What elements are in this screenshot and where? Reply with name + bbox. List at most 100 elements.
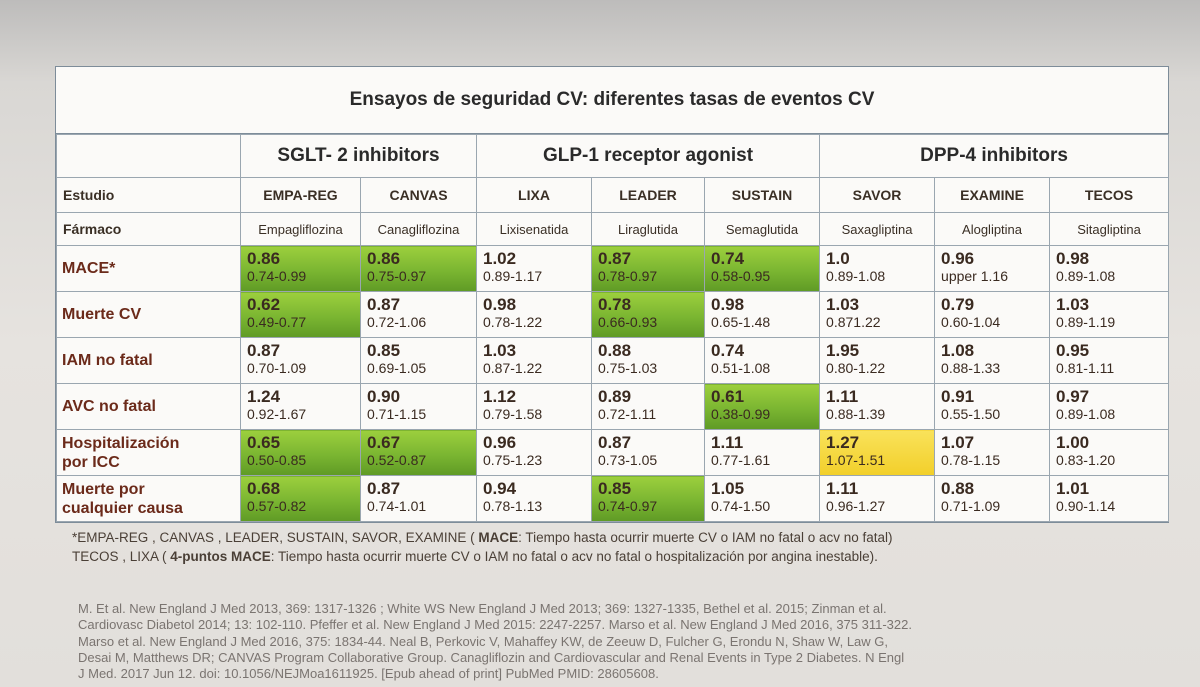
confidence-interval: 0.58-0.95 xyxy=(711,268,771,284)
reference-line: M. Et al. New England J Med 2013, 369: 1… xyxy=(78,601,887,616)
result-cell: 1.11 0.77-1.61 xyxy=(703,429,821,476)
group-sglt2: SGLT- 2 inhibitors xyxy=(240,134,477,178)
outcome-label-line: Muerte por xyxy=(62,480,145,498)
hazard-ratio: 0.87 xyxy=(367,479,401,498)
group-header-blank xyxy=(56,134,241,178)
hazard-ratio: 0.87 xyxy=(598,249,632,268)
hazard-ratio: 0.87 xyxy=(598,433,632,452)
result-cell: 1.01 0.90-1.14 xyxy=(1049,475,1170,522)
confidence-interval: 0.92-1.67 xyxy=(247,406,307,422)
result-cell: 1.02 0.89-1.17 xyxy=(476,245,592,292)
hazard-ratio: 1.11 xyxy=(826,479,859,498)
confidence-interval: 0.89-1.19 xyxy=(1056,314,1116,330)
result-cell: 0.98 0.89-1.08 xyxy=(1049,245,1170,292)
hazard-ratio: 0.65 xyxy=(247,433,281,452)
hazard-ratio: 0.97 xyxy=(1056,387,1090,406)
confidence-interval: 0.74-0.99 xyxy=(247,268,307,284)
outcome-label-line: Hospitalización xyxy=(62,434,180,452)
farmaco-label: Fármaco xyxy=(56,212,241,246)
hazard-ratio: 0.85 xyxy=(367,341,401,360)
hazard-ratio: 1.95 xyxy=(826,341,860,360)
result-cell: 0.74 0.58-0.95 xyxy=(703,245,821,292)
result-cell: 0.96 0.75-1.23 xyxy=(476,429,592,476)
confidence-interval: 0.70-1.09 xyxy=(247,360,307,376)
confidence-interval: 0.50-0.85 xyxy=(247,452,307,468)
cv-trials-table: Ensayos de seguridad CV: diferentes tasa… xyxy=(55,66,1170,523)
hazard-ratio: 1.02 xyxy=(483,249,517,268)
confidence-interval: 0.96-1.27 xyxy=(826,498,886,514)
reference-line: Cardiovasc Diabetol 2014; 13: 102-110. P… xyxy=(78,617,912,633)
drug-row: Fármaco Empagliflozina Canagliflozina Lixi… xyxy=(56,212,1170,246)
hazard-ratio: 0.98 xyxy=(711,295,745,314)
confidence-interval: 0.90-1.14 xyxy=(1056,498,1116,514)
reference-line: Desai M, Matthews DR; CANVAS Program Col… xyxy=(78,649,905,665)
result-cell: 0.87 0.78-0.97 xyxy=(591,245,705,292)
hazard-ratio: 0.74 xyxy=(711,341,745,360)
hazard-ratio: 0.88 xyxy=(941,479,975,498)
result-cell: 1.03 0.871.22 xyxy=(819,291,936,338)
references: M. Et al. New England J Med 2013, 369: 1… xyxy=(78,601,1158,682)
result-cell: 1.05 0.74-1.50 xyxy=(703,475,821,522)
result-cell: 1.08 0.88-1.33 xyxy=(934,337,1051,384)
result-cell: 0.87 0.70-1.09 xyxy=(240,337,361,384)
estudio-label: Estudio xyxy=(56,177,241,213)
confidence-interval: 0.74-1.50 xyxy=(711,498,771,514)
confidence-interval: 0.78-1.15 xyxy=(941,452,1001,468)
study-header-leader: LEADER xyxy=(591,177,705,213)
outcome-label-line: por ICC xyxy=(62,453,120,471)
hazard-ratio: 0.96 xyxy=(483,433,517,452)
confidence-interval: 0.75-1.03 xyxy=(598,360,658,376)
confidence-interval: 0.55-1.50 xyxy=(941,406,1001,422)
hazard-ratio: 1.11 xyxy=(711,433,744,452)
confidence-interval: 0.88-1.33 xyxy=(941,360,1001,376)
reference-line: Marso et al. New England J Med 2016, 375… xyxy=(78,633,889,649)
result-cell: 0.67 0.52-0.87 xyxy=(360,429,477,476)
hazard-ratio: 1.01 xyxy=(1056,479,1090,498)
result-cell: 1.95 0.80-1.22 xyxy=(819,337,936,384)
study-header-examine: EXAMINE xyxy=(934,177,1051,213)
confidence-interval: 0.71-1.09 xyxy=(941,498,1001,514)
hazard-ratio: 1.24 xyxy=(247,387,281,406)
confidence-interval: 0.72-1.11 xyxy=(598,406,657,422)
result-cell: 0.96 upper 1.16 xyxy=(934,245,1051,292)
hazard-ratio: 0.61 xyxy=(711,387,745,406)
confidence-interval: 0.73-1.05 xyxy=(598,452,658,468)
confidence-interval: 0.75-0.97 xyxy=(367,268,427,284)
result-cell: 1.11 0.96-1.27 xyxy=(819,475,936,522)
outcome-label-line: cualquier causa xyxy=(62,499,183,517)
hazard-ratio: 0.91 xyxy=(941,387,975,406)
result-cell: 1.24 0.92-1.67 xyxy=(240,383,361,430)
hazard-ratio: 0.96 xyxy=(941,249,975,268)
confidence-interval: 0.83-1.20 xyxy=(1056,452,1116,468)
hazard-ratio: 0.86 xyxy=(247,249,281,268)
result-cell: 0.87 0.72-1.06 xyxy=(360,291,477,338)
hazard-ratio: 1.27 xyxy=(826,433,860,452)
study-header-tecos: TECOS xyxy=(1049,177,1170,213)
study-header-sustain: SUSTAIN xyxy=(703,177,821,213)
hazard-ratio: 0.68 xyxy=(247,479,281,498)
result-cell: 0.89 0.72-1.11 xyxy=(591,383,705,430)
drug-empagliflozina: Empagliflozina xyxy=(240,212,361,246)
result-cell: 0.85 0.74-0.97 xyxy=(591,475,705,522)
confidence-interval: 0.49-0.77 xyxy=(247,314,307,330)
outcome-label-line: Muerte CV xyxy=(62,306,142,323)
outcome-label: IAM no fatal xyxy=(56,337,241,384)
drug-lixisenatida: Lixisenatida xyxy=(476,212,592,246)
hazard-ratio: 0.62 xyxy=(247,295,281,314)
result-cell: 1.03 0.87-1.22 xyxy=(476,337,592,384)
result-cell: 0.61 0.38-0.99 xyxy=(703,383,821,430)
result-cell: 0.78 0.66-0.93 xyxy=(591,291,705,338)
result-cell: 1.07 0.78-1.15 xyxy=(934,429,1051,476)
confidence-interval: 0.77-1.61 xyxy=(711,452,771,468)
outcome-row: Hospitalización por ICC 0.65 0.50-0.85 0.67 0… xyxy=(56,429,1170,476)
hazard-ratio: 1.11 xyxy=(826,387,859,406)
confidence-interval: 0.89-1.08 xyxy=(1056,406,1116,422)
outcome-label-line: IAM no fatal xyxy=(62,352,153,369)
hazard-ratio: 0.89 xyxy=(598,387,632,406)
hazard-ratio: 1.00 xyxy=(1056,433,1090,452)
study-header-lixa: LIXA xyxy=(476,177,592,213)
confidence-interval: 0.871.22 xyxy=(826,314,881,330)
outcome-label-line: AVC no fatal xyxy=(62,398,156,415)
outcome-row: Muerte por cualquier causa 0.68 0.57-0.82 0.… xyxy=(56,475,1170,522)
